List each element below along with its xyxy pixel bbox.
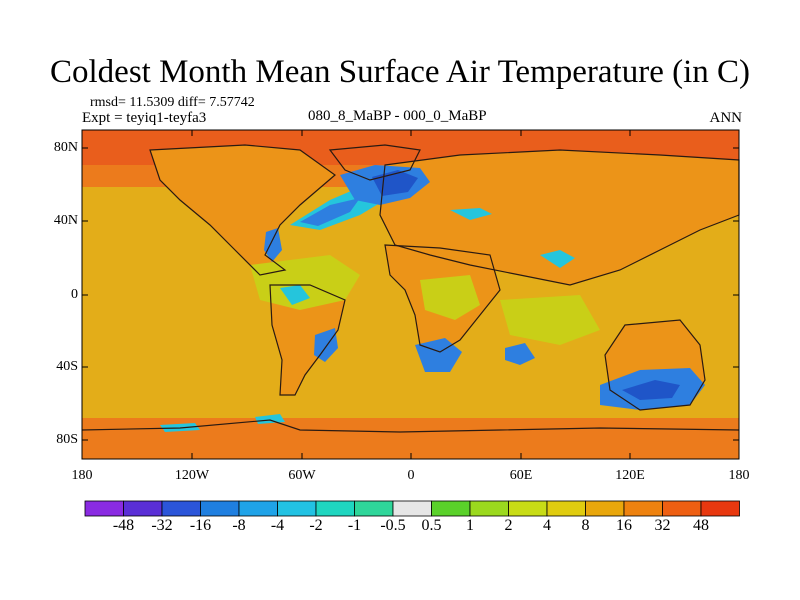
north-america-field — [150, 145, 335, 275]
colorbar-swatch — [200, 500, 240, 517]
season-label: ANN — [709, 110, 743, 126]
colorbar-swatch — [585, 500, 625, 517]
lon-label-180w: 180 — [71, 468, 93, 483]
experiment-name: 080_8_MaBP - 000_0_MaBP — [308, 108, 487, 124]
lat-label-80s: 80S — [56, 432, 78, 447]
colorbar-label: -2 — [309, 517, 323, 534]
stats-readout: rmsd= 11.5309 diff= 7.57742 — [90, 95, 255, 110]
colorbar-label: -48 — [112, 517, 135, 534]
colorbar-label: -32 — [151, 517, 173, 534]
australia-deep-core — [622, 380, 680, 400]
colorbar-swatch — [238, 500, 278, 517]
lat-label-40n: 40N — [53, 213, 78, 228]
antarctica-coast — [81, 419, 740, 433]
colorbar-label: 32 — [654, 517, 671, 534]
africa-tropical-patch — [420, 275, 480, 320]
lon-label-60w: 60W — [288, 468, 316, 483]
colorbar-label: -16 — [189, 517, 212, 534]
colorbar-swatch — [546, 500, 586, 517]
eurasia-field — [380, 150, 739, 285]
antarctic-coast-cyan-2 — [255, 414, 285, 424]
hudson-blue — [264, 228, 282, 262]
caribbean-cyan — [280, 285, 310, 305]
colorbar-label: 0.5 — [421, 517, 442, 534]
colorbar-label: 48 — [693, 517, 709, 534]
lon-label-0: 0 — [407, 468, 415, 483]
colorbar-swatch — [662, 500, 702, 517]
colorbar-swatch — [508, 500, 548, 517]
colorbar-swatch — [277, 500, 317, 517]
indian-ocean-patch — [500, 295, 600, 345]
lat-label-40s: 40S — [56, 359, 78, 374]
colorbar-swatch — [84, 500, 124, 517]
south-america-blue — [314, 328, 338, 362]
lon-label-60e: 60E — [509, 468, 533, 483]
axis-ticks — [82, 130, 739, 459]
colorbar — [84, 500, 740, 517]
colorbar-swatch — [623, 500, 663, 517]
colorbar-label: 1 — [466, 517, 474, 534]
madagascar-blue — [505, 343, 535, 365]
colorbar-label: 8 — [581, 517, 590, 534]
colorbar-label: -4 — [270, 517, 285, 534]
lon-label-120w: 120W — [174, 468, 210, 483]
colorbar-label: -0.5 — [380, 517, 406, 534]
colorbar-swatch — [392, 500, 432, 517]
colorbar-swatch — [354, 500, 394, 517]
colorbar-swatch — [315, 500, 355, 517]
tropical-atlantic-patch — [250, 255, 360, 310]
australia-coast — [604, 319, 706, 411]
lon-label-120e: 120E — [615, 468, 645, 483]
colorbar-swatch — [700, 500, 740, 517]
map-title: Coldest Month Mean Surface Air Temperatu… — [50, 54, 750, 90]
experiment-label: Expt = teyiq1-teyfa3 — [82, 110, 207, 126]
north-atlantic-blue — [300, 198, 360, 226]
colorbar-label: -1 — [347, 517, 362, 534]
greenland-coast — [328, 144, 421, 181]
lat-label-80n: 80N — [53, 140, 78, 155]
east-asia-cyan — [540, 250, 575, 268]
colorbar-label: 4 — [543, 517, 551, 534]
colorbar-swatch — [469, 500, 509, 517]
mediterranean-cyan — [450, 208, 492, 220]
colorbar-swatch — [431, 500, 471, 517]
south-america-coast — [269, 284, 346, 396]
eurasia-coast — [379, 149, 740, 286]
colorbar-label: 16 — [616, 517, 632, 534]
colorbar-label: -8 — [232, 517, 246, 534]
coastlines — [81, 144, 740, 433]
lat-label-0: 0 — [71, 287, 78, 302]
lon-label-180e: 180 — [728, 468, 750, 483]
colorbar-label: 2 — [504, 517, 513, 534]
africa-coast — [384, 244, 501, 353]
south-america-field — [270, 285, 345, 395]
north-america-coast — [149, 144, 336, 276]
colorbar-swatch — [123, 500, 163, 517]
temperature-field — [82, 130, 739, 459]
colorbar-swatch — [161, 500, 201, 517]
